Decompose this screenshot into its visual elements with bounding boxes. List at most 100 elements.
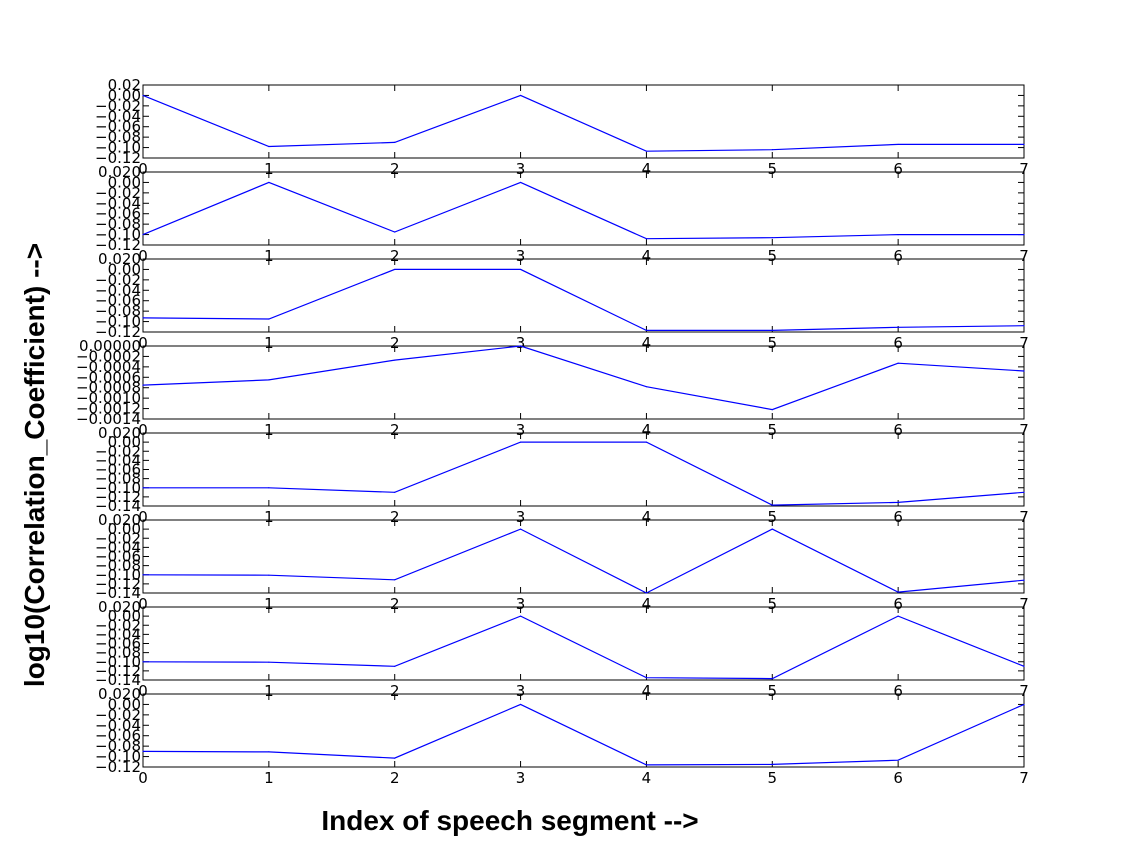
x-tick-label: 2 <box>390 160 400 178</box>
y-tick-label: −0.04 <box>95 107 141 125</box>
x-tick-label: 3 <box>516 595 526 613</box>
y-tick-label: −0.02 <box>95 97 141 115</box>
data-point <box>771 237 773 239</box>
data-point <box>897 615 899 617</box>
data-point <box>394 359 396 361</box>
x-tick-label: 2 <box>390 421 400 439</box>
y-axis-title: log10(Correlation_Coefficient) --> <box>19 243 50 687</box>
x-tick-label: 5 <box>768 508 778 526</box>
data-point <box>645 441 648 443</box>
x-tick-label: 1 <box>264 508 274 526</box>
y-tick-label: −0.0014 <box>76 410 141 428</box>
x-tick-label: 0 <box>138 769 148 787</box>
y-tick-label: −0.12 <box>95 236 141 254</box>
x-tick-label: 4 <box>642 595 652 613</box>
y-tick-label: −0.0002 <box>76 347 141 365</box>
data-point <box>897 362 899 364</box>
y-tick-label: −0.02 <box>95 616 141 634</box>
data-point <box>519 345 522 347</box>
subplot-7: 0.0200.00−0.02−0.04−0.06−0.08−0.10−0.12−… <box>95 598 1029 700</box>
x-tick-label: 0 <box>138 508 148 526</box>
y-tick-label: −0.06 <box>95 635 141 653</box>
x-tick-label: 6 <box>893 769 903 787</box>
series-line <box>142 528 1025 594</box>
data-point <box>645 150 648 152</box>
x-tick-label: 6 <box>893 682 903 700</box>
x-tick-label: 6 <box>893 160 903 178</box>
data-point <box>1023 665 1025 667</box>
data-point <box>1023 703 1025 706</box>
data-point <box>771 329 773 332</box>
subplot-6: 0.0200.00−0.02−0.04−0.06−0.08−0.10−0.12−… <box>95 511 1029 613</box>
y-tick-label: −0.08 <box>95 128 141 146</box>
x-tick-label: 7 <box>1019 160 1029 178</box>
y-tick-label: −0.10 <box>95 653 141 671</box>
data-point <box>645 238 648 240</box>
x-tick-label: 5 <box>768 595 778 613</box>
data-point <box>268 751 270 753</box>
series-line <box>142 94 1024 152</box>
y-tick-label: −0.12 <box>95 488 141 506</box>
y-tick-label: 0.00 <box>108 607 141 625</box>
y-tick-label: −0.0010 <box>76 389 141 407</box>
data-point <box>142 750 144 752</box>
data-point <box>394 491 396 493</box>
x-tick-label: 0 <box>138 160 148 178</box>
x-tick-label: 6 <box>893 508 903 526</box>
series-line <box>143 441 1025 506</box>
data-point <box>519 615 522 617</box>
data-point <box>394 665 396 667</box>
x-tick-label: 2 <box>390 769 400 787</box>
x-tick-label: 5 <box>768 247 778 265</box>
data-point <box>142 661 144 663</box>
subplot-frame <box>142 171 1025 246</box>
y-tick-label: −0.12 <box>95 575 141 593</box>
y-tick-label: −0.06 <box>95 292 141 310</box>
x-tick-label: 4 <box>642 421 652 439</box>
data-point <box>268 487 270 489</box>
x-tick-label: 0 <box>138 595 148 613</box>
y-tick-label: −0.14 <box>95 671 141 689</box>
data-point <box>897 759 899 761</box>
x-tick-label: 2 <box>390 595 400 613</box>
data-point <box>771 409 773 411</box>
data-point <box>268 574 270 576</box>
subplot-5: 0.0200.00−0.02−0.04−0.06−0.08−0.10−0.12−… <box>95 424 1029 526</box>
x-tick-label: 2 <box>390 334 400 352</box>
x-tick-label: 1 <box>264 334 274 352</box>
x-tick-label: 3 <box>516 421 526 439</box>
x-tick-label: 3 <box>516 160 526 178</box>
y-tick-label: −0.02 <box>95 442 141 460</box>
data-point <box>645 764 648 766</box>
data-point <box>142 574 144 576</box>
y-tick-label: −0.08 <box>95 557 141 575</box>
series-line <box>142 268 1025 331</box>
data-point <box>897 143 899 146</box>
y-tick-label: −0.0004 <box>76 358 141 376</box>
data-point <box>142 94 144 97</box>
data-point <box>645 677 648 679</box>
x-tick-label: 4 <box>642 508 652 526</box>
y-tick-label: 0.00 <box>108 260 141 278</box>
y-tick-label: 0.00 <box>108 520 141 538</box>
subplot-stack: 0.020.00−0.02−0.04−0.06−0.08−0.10−0.120 1… <box>76 76 1029 787</box>
y-tick-label: −0.08 <box>95 737 141 755</box>
y-tick-label: 0.00 <box>108 695 141 713</box>
data-point <box>519 528 522 530</box>
x-axis-title: Index of speech segment --> <box>321 805 698 836</box>
y-tick-label: 0.00000 <box>79 337 141 355</box>
y-tick-label: −0.14 <box>95 497 141 515</box>
subplot-frame <box>142 258 1025 333</box>
data-point <box>1023 491 1025 493</box>
x-tick-label: 2 <box>390 508 400 526</box>
x-tick-label: 1 <box>264 421 274 439</box>
x-tick-label: 7 <box>1019 334 1029 352</box>
subplot-3: 0.0200.00−0.02−0.04−0.06−0.08−0.10−0.120… <box>95 250 1029 352</box>
y-tick-label: −0.10 <box>95 226 141 244</box>
y-tick-label: −0.02 <box>95 706 141 724</box>
x-tick-label: 1 <box>264 160 274 178</box>
y-tick-label: −0.0006 <box>76 368 141 386</box>
y-tick-label: −0.0008 <box>76 379 141 397</box>
y-tick-label: −0.12 <box>95 323 141 341</box>
x-tick-label: 7 <box>1019 769 1029 787</box>
